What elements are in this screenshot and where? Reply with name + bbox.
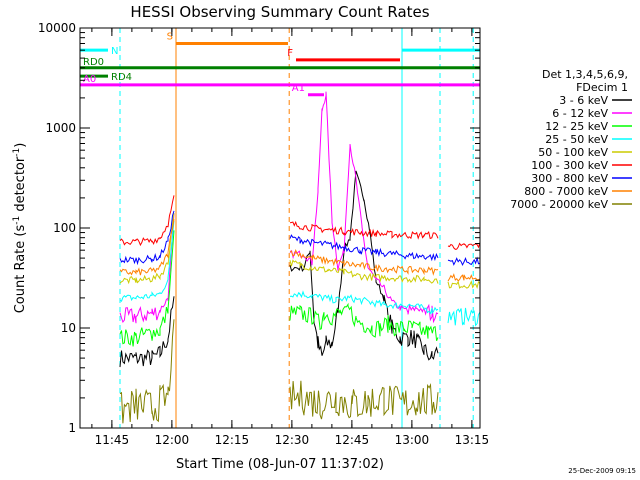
y-tick-label: 100 [53, 221, 76, 235]
legend-entry-label: 50 - 100 keV [538, 146, 608, 159]
x-tick-label: 13:15 [455, 433, 490, 447]
x-tick-label: 12:00 [155, 433, 190, 447]
state-bar-label: A0 [83, 74, 96, 85]
legend-header: FDecim 1 [576, 81, 628, 94]
series-lines [119, 91, 480, 424]
x-tick-label: 12:45 [335, 433, 370, 447]
timestamp: 25-Dec-2009 09:15 [568, 467, 636, 475]
series-line [119, 210, 480, 266]
y-axis-label: Count Rate (s-1 detector-1) [12, 143, 28, 314]
axes: 11:45 12:00 12:15 12:30 12:45 13:00 13:15 1 10 10… [38, 21, 489, 447]
legend-entry-label: 12 - 25 keV [545, 120, 608, 133]
legend-entry-label: 6 - 12 keV [552, 107, 608, 120]
x-tick-label: 12:30 [275, 433, 310, 447]
series-line [119, 212, 480, 290]
y-tick-label: 1000 [45, 121, 76, 135]
state-bars: N S F RD0 RD4 A0 A1 [80, 31, 480, 97]
series-line [119, 319, 439, 424]
series-line [119, 195, 480, 250]
legend-header: Det 1,3,4,5,6,9, [542, 68, 628, 81]
legend-entry-label: 7000 - 20000 keV [510, 198, 608, 211]
legend-entry-label: 800 - 7000 keV [524, 185, 608, 198]
y-tick-label: 10 [61, 321, 76, 335]
x-tick-label: 12:15 [215, 433, 250, 447]
state-bar-label: A1 [292, 83, 305, 94]
series-line [119, 91, 439, 324]
series-line [119, 230, 439, 347]
y-tick-label: 10000 [38, 21, 76, 35]
x-tick-label: 13:00 [395, 433, 430, 447]
chart-title: HESSI Observing Summary Count Rates [130, 3, 429, 21]
series-line [119, 219, 480, 282]
state-bar-label: S [167, 31, 173, 42]
legend-entry-label: 300 - 800 keV [531, 172, 608, 185]
state-bar-label: RD4 [111, 72, 132, 83]
series-line [119, 220, 480, 327]
x-axis-label: Start Time (08-Jun-07 11:37:02) [176, 457, 384, 472]
series-line [119, 170, 439, 368]
state-bar-label: RD0 [83, 57, 104, 68]
legend-entry-label: 3 - 6 keV [559, 94, 608, 107]
state-bar-label: N [111, 46, 118, 57]
legend-entry-label: 100 - 300 keV [531, 159, 608, 172]
state-bar-label: F [287, 48, 293, 59]
y-tick-label: 1 [68, 421, 76, 435]
x-tick-label: 11:45 [95, 433, 130, 447]
legend-entry-label: 25 - 50 keV [545, 133, 608, 146]
